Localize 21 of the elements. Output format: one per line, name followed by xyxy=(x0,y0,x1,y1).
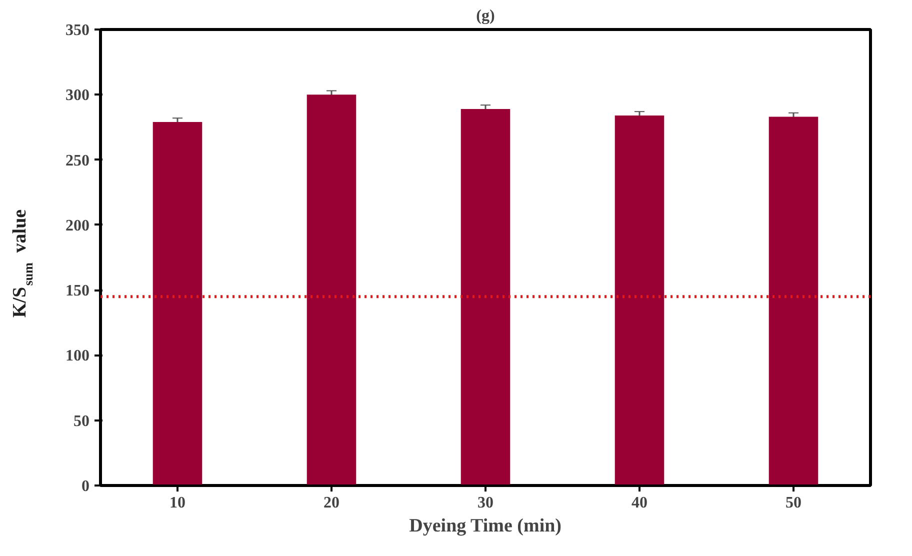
y-tick-label: 0 xyxy=(82,478,90,495)
bar xyxy=(460,108,510,486)
y-tick-label: 300 xyxy=(66,87,90,104)
x-tick-label: 30 xyxy=(478,494,494,512)
y-tick-label: 150 xyxy=(66,282,90,300)
y-tick-label: 50 xyxy=(74,412,90,430)
bar xyxy=(614,115,664,486)
y-axis-title: K/Ssum value xyxy=(10,209,36,318)
bar xyxy=(768,116,818,486)
x-tick-label: 40 xyxy=(632,494,648,512)
x-tick-label: 10 xyxy=(170,494,186,512)
x-axis-title: Dyeing Time (min) xyxy=(409,516,562,536)
bar xyxy=(152,122,202,486)
bar xyxy=(306,94,356,486)
y-tick-label: 250 xyxy=(66,152,90,170)
y-tick-label: 350 xyxy=(66,22,90,39)
y-tick-label: 100 xyxy=(66,348,90,365)
x-tick-label: 50 xyxy=(786,494,802,512)
y-tick-label: 200 xyxy=(66,217,90,234)
chart-title: (g) xyxy=(476,8,495,24)
x-tick-label: 20 xyxy=(324,494,340,512)
